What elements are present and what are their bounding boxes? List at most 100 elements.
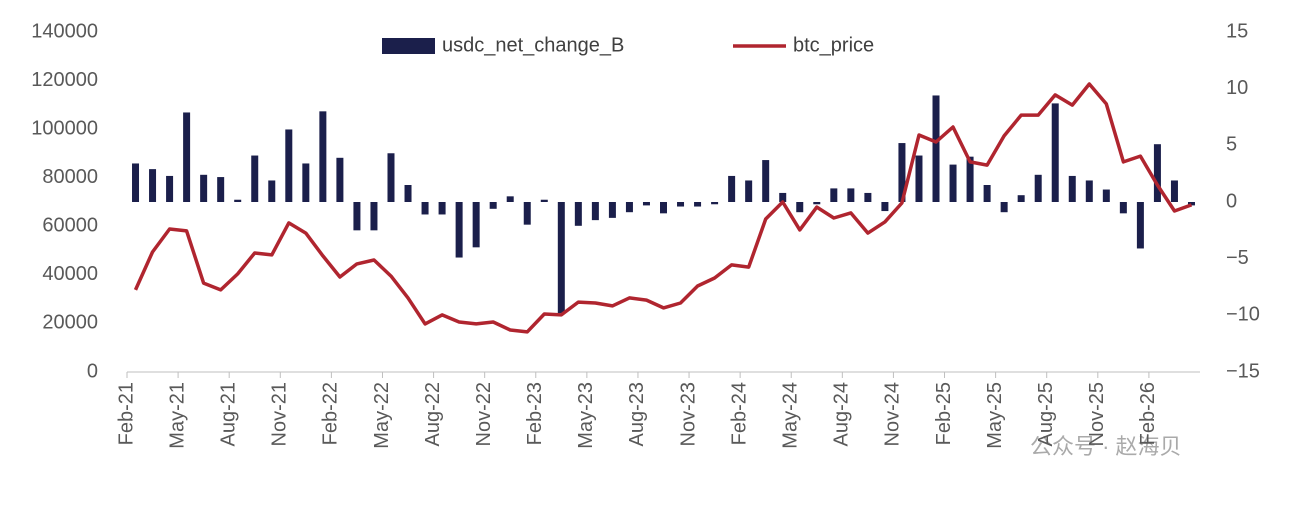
- bar: [285, 129, 293, 202]
- y-tick-label: 60000: [42, 215, 98, 237]
- x-tick-label: Feb-24: [728, 382, 750, 445]
- bar: [489, 202, 497, 209]
- y2-tick-label: 10: [1226, 77, 1248, 99]
- x-tick-label: Nov-22: [473, 382, 495, 446]
- bar: [234, 199, 242, 202]
- y-tick-label: 80000: [42, 166, 98, 188]
- x-tick-label: May-23: [575, 382, 597, 449]
- bar: [370, 202, 378, 231]
- x-tick-label: Feb-23: [524, 382, 546, 445]
- bar: [1068, 175, 1076, 202]
- bar: [1153, 144, 1161, 202]
- bar: [881, 202, 889, 212]
- bar: [813, 202, 821, 205]
- bar: [387, 153, 395, 202]
- bar: [949, 164, 957, 202]
- bar: [677, 202, 685, 207]
- bar: [1034, 174, 1042, 202]
- y-tick-label: 40000: [42, 263, 98, 285]
- x-tick-label: Nov-24: [882, 382, 904, 446]
- y2-tick-label: 5: [1226, 134, 1237, 156]
- bar: [1051, 103, 1059, 202]
- bar: [830, 188, 838, 202]
- x-tick-label: Aug-25: [1035, 382, 1057, 447]
- watermark: 公众号 · 赵海贝: [1030, 434, 1182, 459]
- legend-swatch: [382, 38, 435, 54]
- bar: [1085, 180, 1093, 202]
- bar: [796, 202, 804, 213]
- bar: [1017, 195, 1025, 202]
- x-tick-label: Aug-23: [626, 382, 648, 447]
- bar: [574, 202, 582, 226]
- y-tick-label: 140000: [31, 20, 98, 42]
- bar: [540, 199, 548, 202]
- y2-tick-label: 0: [1226, 190, 1237, 212]
- bar: [1119, 202, 1127, 214]
- x-tick-label: Feb-25: [933, 382, 955, 445]
- bar: [1187, 202, 1195, 206]
- bar: [660, 202, 667, 214]
- bar: [779, 192, 787, 202]
- bar: [200, 174, 208, 202]
- bar: [642, 202, 650, 206]
- bar: [353, 202, 361, 231]
- bar: [217, 177, 225, 202]
- y2-tick-label: −5: [1226, 247, 1249, 269]
- bar: [506, 196, 514, 202]
- bar: [149, 169, 157, 202]
- bar: [183, 112, 191, 202]
- bar: [694, 202, 702, 207]
- bar: [132, 163, 140, 202]
- bar: [711, 202, 719, 205]
- bar: [336, 157, 344, 202]
- x-tick-label: May-21: [166, 382, 188, 449]
- bar: [455, 202, 463, 258]
- bar: [302, 163, 310, 202]
- x-tick-label: Feb-21: [115, 382, 137, 445]
- x-tick-label: Nov-23: [677, 382, 699, 446]
- bar: [915, 155, 923, 202]
- line: [133, 82, 1193, 334]
- x-tick-label: Feb-22: [320, 382, 342, 445]
- bar: [847, 188, 855, 202]
- x-tick-label: Nov-21: [269, 382, 291, 446]
- x-tick-label: May-24: [780, 382, 802, 449]
- bar: [1000, 202, 1008, 213]
- y2-tick-label: 15: [1226, 20, 1248, 42]
- y-tick-label: 0: [87, 360, 98, 382]
- bar: [404, 185, 412, 202]
- bar: [762, 160, 770, 202]
- y-tick-label: 20000: [42, 312, 98, 334]
- bar: [251, 155, 259, 202]
- x-tick-label: Aug-22: [422, 382, 444, 447]
- bar: [1170, 180, 1178, 202]
- bar: [319, 111, 327, 202]
- bar: [932, 95, 940, 202]
- bar: [864, 192, 872, 202]
- legend-label: btc_price: [793, 34, 874, 56]
- x-tick-label: May-22: [371, 382, 393, 449]
- bar: [421, 202, 429, 215]
- bar: [625, 202, 633, 213]
- x-tick-label: Aug-21: [217, 382, 239, 447]
- bar: [591, 202, 599, 221]
- x-tick-label: Nov-25: [1086, 382, 1108, 446]
- bar: [438, 202, 446, 215]
- x-tick-label: Aug-24: [831, 382, 853, 447]
- bar: [728, 175, 736, 202]
- bar: [557, 202, 565, 314]
- bar: [1136, 202, 1144, 249]
- bar: [1102, 189, 1110, 202]
- x-tick-label: May-25: [984, 382, 1006, 449]
- y-tick-label: 100000: [31, 117, 98, 139]
- bar: [268, 180, 276, 202]
- bar: [472, 202, 480, 248]
- bar: [966, 156, 974, 202]
- y2-tick-label: −15: [1226, 360, 1260, 382]
- bar: [898, 143, 906, 202]
- bar: [608, 202, 616, 218]
- bar: [983, 185, 991, 202]
- y-tick-label: 120000: [31, 69, 98, 91]
- bar: [745, 180, 753, 202]
